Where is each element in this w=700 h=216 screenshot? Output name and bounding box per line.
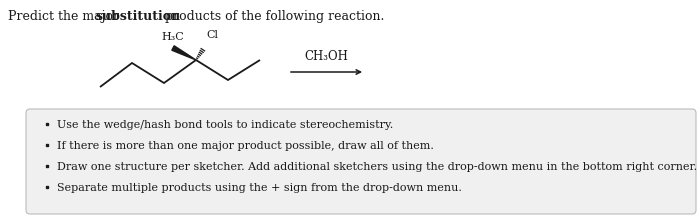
Text: products of the following reaction.: products of the following reaction. xyxy=(161,10,384,23)
Text: Draw one structure per sketcher. Add additional sketchers using the drop-down me: Draw one structure per sketcher. Add add… xyxy=(57,162,697,172)
Text: H₃C: H₃C xyxy=(161,32,183,42)
Text: Separate multiple products using the + sign from the drop-down menu.: Separate multiple products using the + s… xyxy=(57,183,462,193)
Text: CH₃OH: CH₃OH xyxy=(304,50,349,63)
Text: substitution: substitution xyxy=(95,10,181,23)
Text: If there is more than one major product possible, draw all of them.: If there is more than one major product … xyxy=(57,141,434,151)
Text: Predict the major: Predict the major xyxy=(8,10,123,23)
Polygon shape xyxy=(172,46,196,60)
Text: Cl: Cl xyxy=(206,30,218,40)
FancyBboxPatch shape xyxy=(26,109,696,214)
Text: Use the wedge/hash bond tools to indicate stereochemistry.: Use the wedge/hash bond tools to indicat… xyxy=(57,120,393,130)
